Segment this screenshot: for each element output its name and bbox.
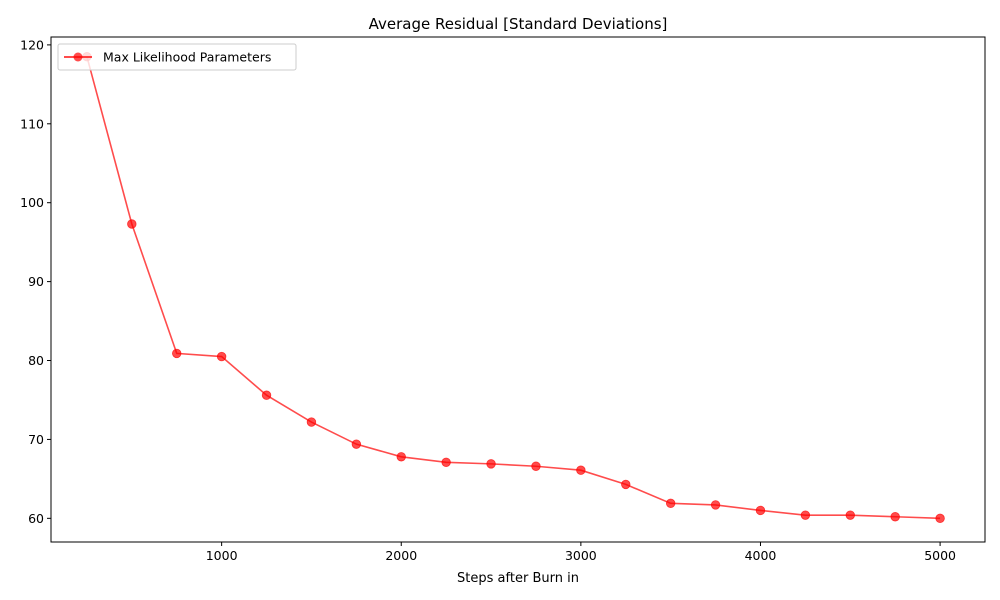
data-point bbox=[621, 479, 631, 490]
y-tick-label: 80 bbox=[28, 353, 44, 368]
y-tick-label: 100 bbox=[20, 195, 44, 210]
data-point bbox=[261, 390, 272, 400]
x-axis: 1000 2000 3000 4000 5000 bbox=[206, 542, 956, 563]
y-tick-label: 110 bbox=[20, 116, 44, 131]
chart-title: Average Residual [Standard Deviations] bbox=[369, 15, 668, 33]
y-tick-label: 60 bbox=[28, 511, 44, 526]
data-point bbox=[845, 510, 855, 520]
legend-marker-swatch bbox=[73, 52, 83, 62]
x-tick-label: 1000 bbox=[206, 548, 238, 563]
data-point bbox=[531, 461, 541, 471]
data-point bbox=[755, 505, 766, 516]
legend: Max Likelihood Parameters bbox=[57, 43, 297, 71]
series-layer bbox=[82, 52, 945, 524]
y-tick-label: 90 bbox=[28, 274, 44, 289]
data-point bbox=[306, 417, 317, 427]
data-point bbox=[890, 512, 900, 522]
plot-area bbox=[50, 36, 986, 543]
x-axis-label: Steps after Burn in bbox=[457, 571, 579, 586]
x-tick-label: 2000 bbox=[385, 548, 417, 563]
y-tick-label: 70 bbox=[28, 432, 44, 447]
x-tick-label: 3000 bbox=[565, 548, 597, 563]
y-tick-label: 120 bbox=[20, 37, 44, 52]
series-line bbox=[86, 56, 941, 520]
data-point bbox=[576, 465, 586, 475]
data-point bbox=[351, 439, 362, 449]
legend-label: Max Likelihood Parameters bbox=[103, 50, 271, 65]
data-point bbox=[486, 459, 496, 469]
x-tick-label: 4000 bbox=[745, 548, 777, 563]
plot-frame bbox=[50, 36, 986, 543]
data-point bbox=[396, 452, 406, 462]
data-point bbox=[216, 351, 227, 362]
data-point bbox=[710, 500, 721, 510]
data-point bbox=[800, 510, 811, 520]
data-point bbox=[665, 498, 676, 509]
data-point bbox=[441, 457, 451, 468]
data-point bbox=[172, 348, 182, 359]
data-point bbox=[127, 219, 137, 229]
legend-box bbox=[57, 43, 297, 71]
x-tick-label: 5000 bbox=[924, 548, 956, 563]
data-point bbox=[935, 513, 945, 524]
y-axis: 60 70 80 90 100 110 120 bbox=[20, 37, 51, 526]
